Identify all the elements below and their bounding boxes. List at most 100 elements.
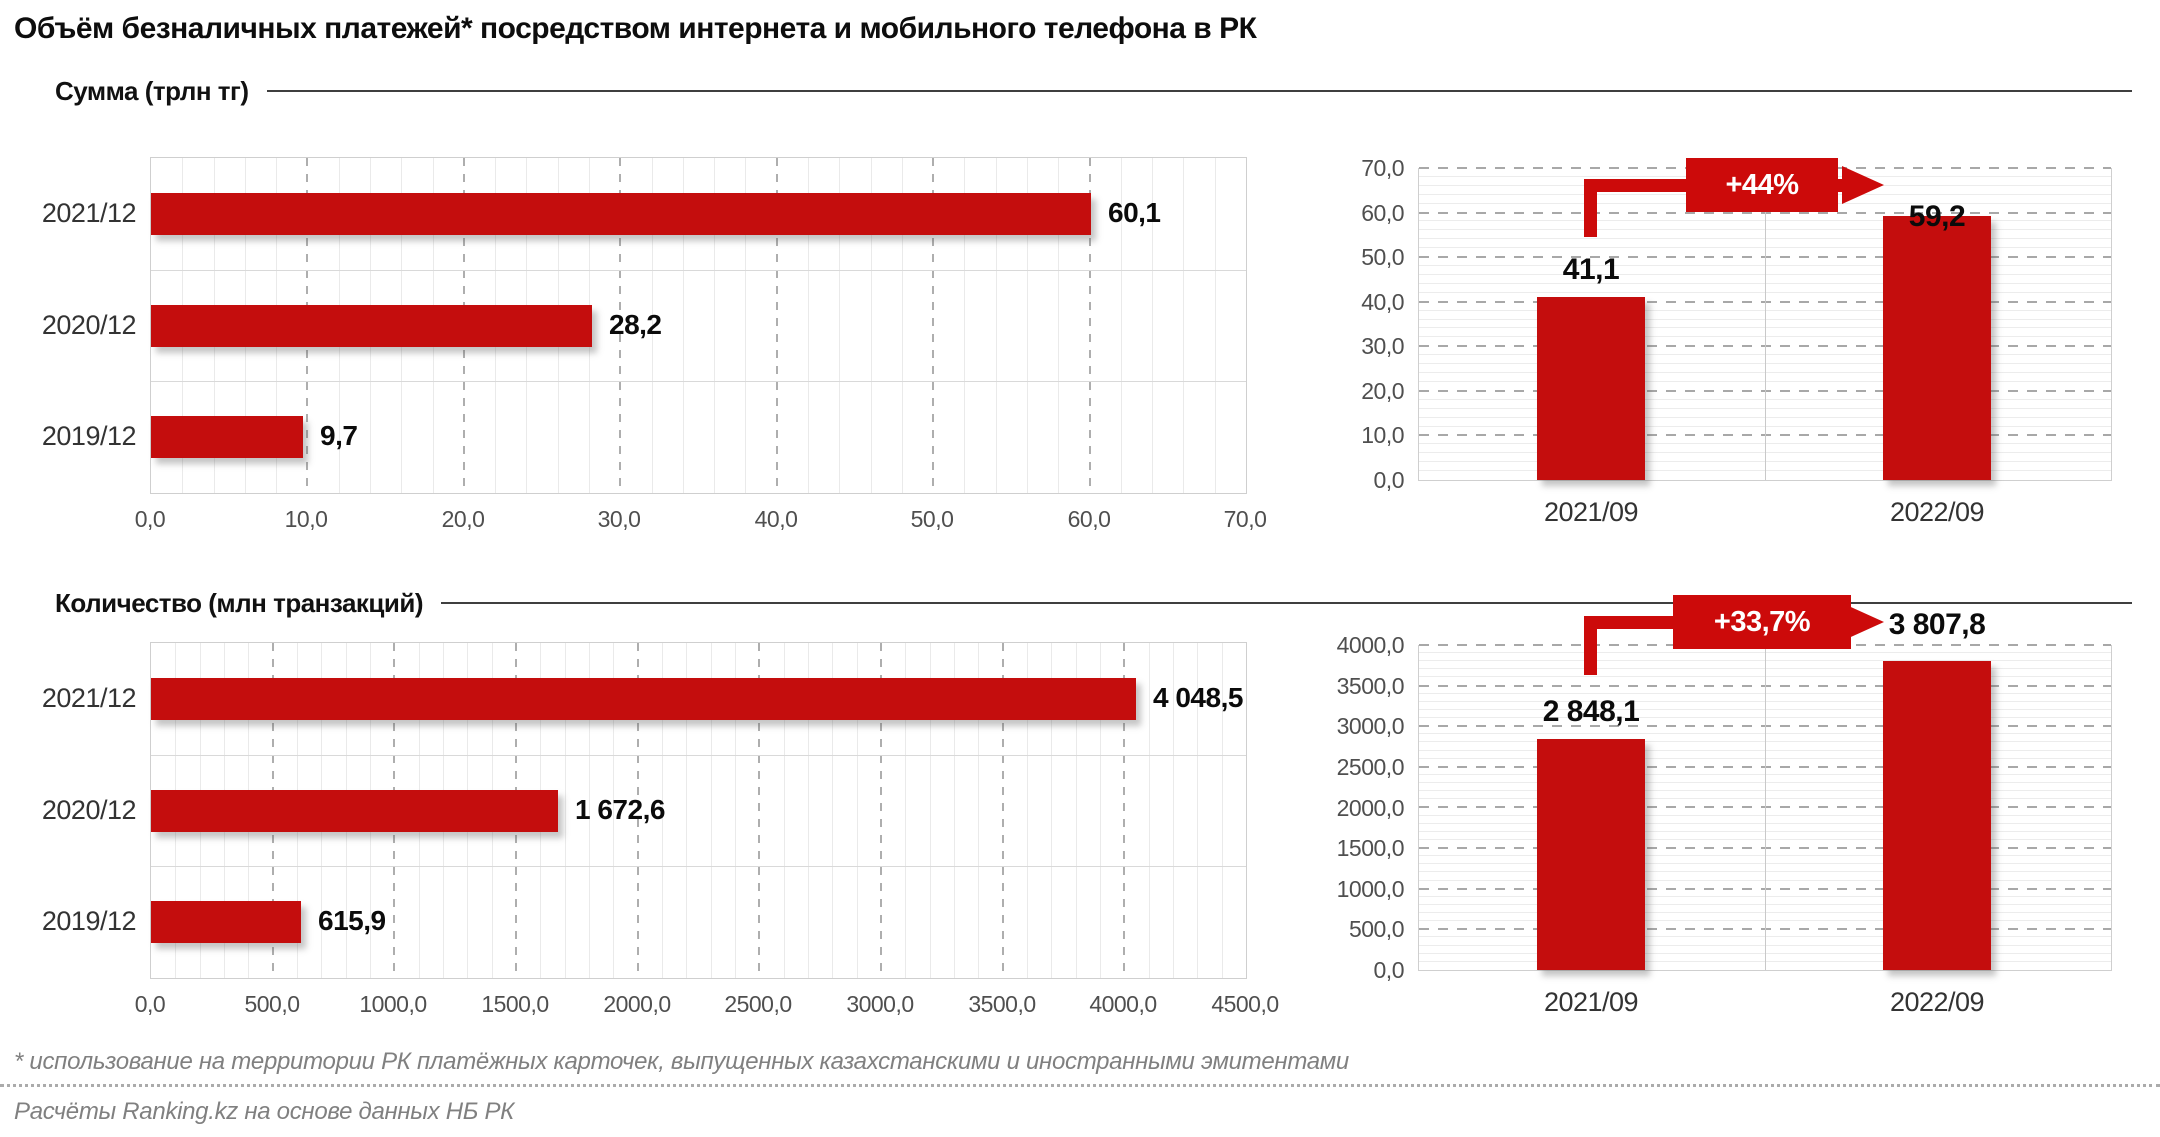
bar-2020/12 [151, 305, 592, 347]
section-header-count: Количество (млн транзакций) [55, 586, 2132, 620]
y-tick-label: 40,0 [1361, 289, 1404, 315]
x-tick-label: 70,0 [1223, 506, 1267, 532]
annotation-growth-badge: +44% [1686, 158, 1838, 212]
band-separator [151, 755, 1246, 756]
y-tick-label: 1000,0 [1336, 876, 1405, 902]
bar-2019/12 [151, 901, 301, 943]
gridline-minor [964, 158, 965, 493]
gridline-major [758, 643, 760, 978]
value-label-2020/12: 28,2 [609, 309, 662, 340]
x-tick-label: 1500,0 [481, 991, 549, 1017]
gridline-minor [808, 643, 809, 978]
gridline-minor [808, 158, 809, 493]
y-tick-label: 30,0 [1361, 333, 1404, 359]
gridline-minor [1215, 158, 1216, 493]
value-label-2022/09: 3 807,8 [1888, 608, 1986, 641]
gridline-minor [565, 643, 566, 978]
gridline-major [1002, 643, 1004, 978]
category-label-2020/12: 2020/12 [41, 310, 137, 340]
bar-2019/12 [151, 416, 303, 458]
gridline-minor [1027, 643, 1028, 978]
dotted-separator [0, 1084, 2160, 1087]
gridline-minor [1076, 643, 1077, 978]
category-label-2021/12: 2021/12 [41, 198, 137, 228]
y-tick-label: 2000,0 [1336, 795, 1405, 821]
chart-sum-by-year-plot-area [150, 157, 1247, 494]
bar-2021/09 [1537, 739, 1645, 970]
x-tick-label: 500,0 [244, 991, 300, 1017]
gridline-major [932, 158, 934, 493]
x-tick-label: 20,0 [441, 506, 485, 532]
x-tick-label: 40,0 [754, 506, 798, 532]
y-tick-label: 0,0 [1373, 957, 1405, 983]
gridline-minor [686, 643, 687, 978]
category-label-2021/09: 2021/09 [1543, 497, 1639, 527]
x-tick-label: 2500,0 [724, 991, 792, 1017]
category-label-2021/09: 2021/09 [1543, 987, 1639, 1017]
gridline-minor [832, 643, 833, 978]
gridline-major [1089, 158, 1091, 493]
annotation-arrow-icon [1842, 166, 1884, 204]
gridline-minor [996, 158, 997, 493]
y-tick-label: 2500,0 [1336, 754, 1405, 780]
gridline-minor [1183, 158, 1184, 493]
y-tick-label: 0,0 [1373, 467, 1405, 493]
gridline-minor [839, 158, 840, 493]
y-tick-label: 50,0 [1361, 244, 1404, 270]
gridline-minor [735, 643, 736, 978]
x-tick-label: 0,0 [134, 991, 166, 1017]
x-tick-label: 50,0 [910, 506, 954, 532]
annotation-stub [1584, 179, 1597, 237]
y-tick-label: 3000,0 [1336, 713, 1405, 739]
gridline-major [619, 158, 621, 493]
bar-2021/09 [1537, 297, 1645, 480]
category-label-2022/09: 2022/09 [1889, 987, 1985, 1017]
gridline-minor [652, 158, 653, 493]
y-tick-label: 10,0 [1361, 422, 1404, 448]
bar-2021/12 [151, 678, 1136, 720]
gridline-minor [1173, 643, 1174, 978]
value-label-2021/12: 4 048,5 [1153, 682, 1243, 713]
gridline-minor [857, 643, 858, 978]
footnote: * использование на территории РК платёжн… [14, 1048, 1349, 1075]
value-label-2021/09: 41,1 [1562, 253, 1620, 286]
gridline-minor [1121, 158, 1122, 493]
band-separator [151, 381, 1246, 382]
y-tick-label: 500,0 [1348, 916, 1405, 942]
gridline-minor [683, 158, 684, 493]
band-separator [151, 866, 1246, 867]
gridline-minor [711, 643, 712, 978]
section-rule-icon [266, 90, 2132, 92]
gridline-major [637, 643, 639, 978]
y-tick-label: 1500,0 [1336, 835, 1405, 861]
x-tick-label: 30,0 [597, 506, 641, 532]
category-label-2021/12: 2021/12 [41, 683, 137, 713]
gridline-minor [905, 643, 906, 978]
category-label-2019/12: 2019/12 [41, 906, 137, 936]
gridline-major [776, 158, 778, 493]
annotation-growth-badge: +33,7% [1673, 595, 1851, 649]
x-tick-label: 3000,0 [846, 991, 914, 1017]
gridline-minor [1222, 643, 1223, 978]
category-separator [1765, 645, 1766, 970]
gridline-minor [871, 158, 872, 493]
gridline-minor [662, 643, 663, 978]
x-tick-label: 0,0 [134, 506, 166, 532]
gridline-minor [1051, 643, 1052, 978]
gridline-minor [784, 643, 785, 978]
category-separator [1765, 168, 1766, 480]
chart-sum-yoy-plot-area [1418, 167, 2112, 481]
page-title: Объём безналичных платежей* посредством … [14, 12, 1257, 45]
section-header-sum: Сумма (трлн тг) [55, 74, 2132, 108]
y-tick-label: 70,0 [1361, 155, 1404, 181]
chart-count-yoy-plot-area [1418, 644, 2112, 971]
bar-2022/09 [1883, 661, 1991, 970]
section-label-count: Количество (млн транзакций) [55, 587, 424, 618]
value-label-2019/12: 9,7 [320, 420, 358, 451]
bar-2021/12 [151, 193, 1091, 235]
gridline-minor [978, 643, 979, 978]
gridline-major [880, 643, 882, 978]
chart-count-by-year-plot-area [150, 642, 1247, 979]
gridline-minor [930, 643, 931, 978]
